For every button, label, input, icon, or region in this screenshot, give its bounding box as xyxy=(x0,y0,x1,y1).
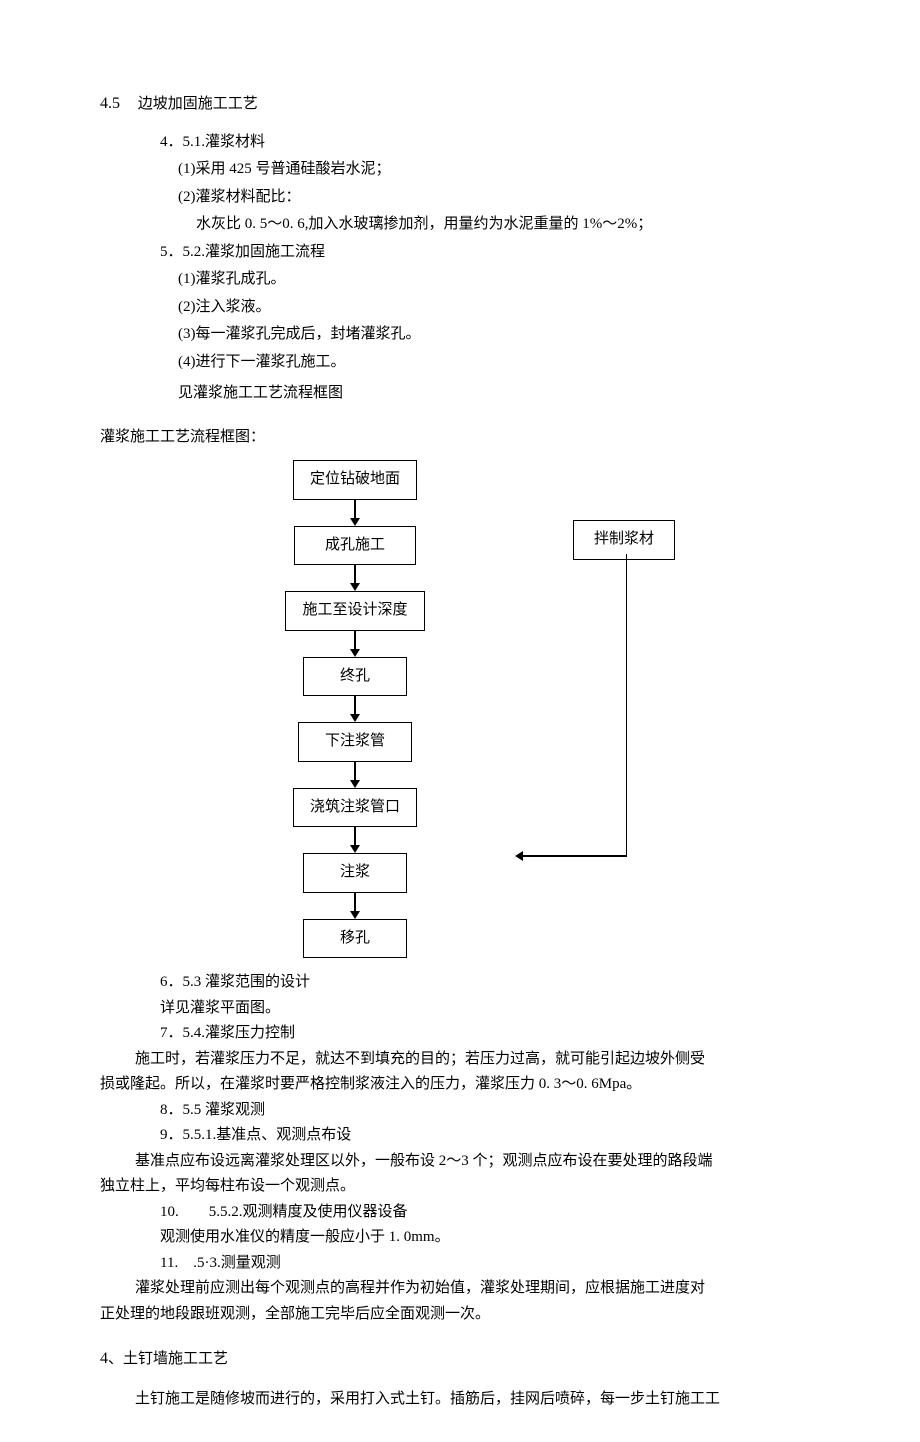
section-4-5-heading: 4.5 边坡加固施工工艺 xyxy=(100,90,820,118)
flow-node-2: 成孔施工 xyxy=(294,526,416,566)
flow-note: 见灌浆施工工艺流程框图 xyxy=(100,381,820,407)
flow-node-5: 下注浆管 xyxy=(298,722,412,762)
flow-node-8: 移孔 xyxy=(303,919,407,959)
sub-11-heading: 11. .5·3.测量观测 xyxy=(100,1251,820,1277)
flowchart: 定位钻破地面 成孔施工 施工至设计深度 终孔 下注浆管 浇筑注浆管口 注浆 移孔… xyxy=(245,460,675,958)
sub-9-body-1: 基准点应布设远离灌浆处理区以外，一般布设 2～3 个；观测点应布设在要处理的路段… xyxy=(100,1149,820,1175)
flow-node-6: 浇筑注浆管口 xyxy=(293,788,417,828)
flow-node-4: 终孔 xyxy=(303,657,407,697)
section-number: 4.5 xyxy=(100,95,120,112)
item-2-detail: 水灰比 0. 5～0. 6,加入水玻璃掺加剂，用量约为水泥重量的 1%～2%； xyxy=(100,212,820,238)
flow-item-1: (1)灌浆孔成孔。 xyxy=(100,267,820,293)
sub-7-heading: 7．5.4.灌浆压力控制 xyxy=(100,1021,820,1047)
flow-node-side: 拌制浆材 xyxy=(573,520,675,560)
section-4-number: 4 xyxy=(100,1350,108,1367)
flow-node-3: 施工至设计深度 xyxy=(285,591,424,631)
flow-item-4: (4)进行下一灌浆孔施工。 xyxy=(100,350,820,376)
section-title: 边坡加固施工工艺 xyxy=(138,96,258,112)
flow-node-7: 注浆 xyxy=(303,853,407,893)
sub-6-body: 详见灌浆平面图。 xyxy=(100,996,820,1022)
sub-9-body-2: 独立柱上，平均每柱布设一个观测点。 xyxy=(100,1174,820,1200)
connector-line xyxy=(626,554,628,856)
sub-7-body-2: 损或隆起。所以，在灌浆时要严格控制浆液注入的压力，灌浆压力 0. 3～0. 6M… xyxy=(100,1072,820,1098)
section-4-body: 土钉施工是随修坡而进行的，采用打入式土钉。插筋后，挂网后喷碎，每一步土钉施工工 xyxy=(100,1387,820,1413)
flow-item-3: (3)每一灌浆孔完成后，封堵灌浆孔。 xyxy=(100,322,820,348)
flow-node-1: 定位钻破地面 xyxy=(293,460,417,500)
arrow-left-icon xyxy=(515,851,523,861)
item-1: (1)采用 425 号普通硅酸岩水泥； xyxy=(100,157,820,183)
sub-10-body: 观测使用水准仪的精度一般应小于 1. 0mm。 xyxy=(100,1225,820,1251)
connector-line xyxy=(521,855,627,857)
sub-11-body-1: 灌浆处理前应测出每个观测点的高程并作为初始值，灌浆处理期间，应根据施工进度对 xyxy=(100,1276,820,1302)
flowchart-label: 灌浆施工工艺流程框图： xyxy=(100,425,820,451)
item-2: (2)灌浆材料配比： xyxy=(100,185,820,211)
sub-5-5-2-heading: 5．5.2.灌浆加固施工流程 xyxy=(100,240,820,266)
section-4-title: 、土钉墙施工工艺 xyxy=(108,1351,228,1367)
sub-9-heading: 9．5.5.1.基准点、观测点布设 xyxy=(100,1123,820,1149)
sub-10-heading: 10. 5.5.2.观测精度及使用仪器设备 xyxy=(100,1200,820,1226)
sub-11-body-2: 正处理的地段跟班观测，全部施工完毕后应全面观测一次。 xyxy=(100,1302,820,1328)
sub-7-body-1: 施工时，若灌浆压力不足，就达不到填充的目的；若压力过高，就可能引起边坡外侧受 xyxy=(100,1047,820,1073)
sub-4-5-1-heading: 4．5.1.灌浆材料 xyxy=(100,130,820,156)
section-4-heading: 4、土钉墙施工工艺 xyxy=(100,1345,820,1373)
flow-main-column: 定位钻破地面 成孔施工 施工至设计深度 终孔 下注浆管 浇筑注浆管口 注浆 移孔 xyxy=(245,460,465,958)
flow-item-2: (2)注入浆液。 xyxy=(100,295,820,321)
sub-8-heading: 8．5.5 灌浆观测 xyxy=(100,1098,820,1124)
sub-6-heading: 6．5.3 灌浆范围的设计 xyxy=(100,970,820,996)
